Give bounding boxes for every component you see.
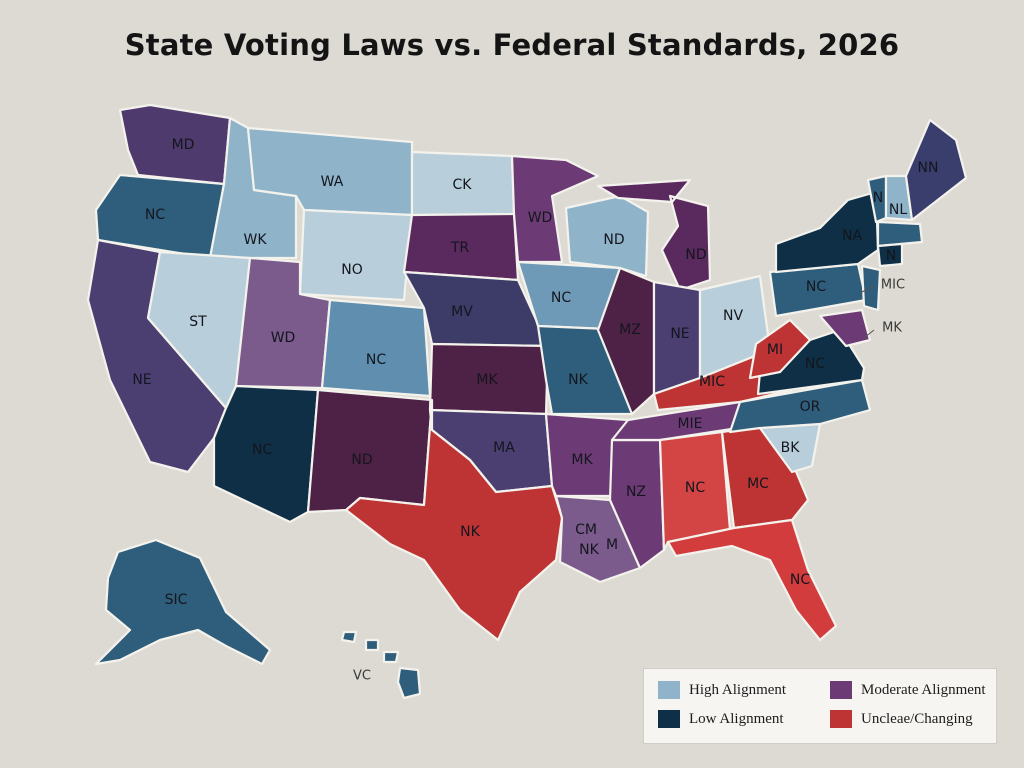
state-label-mn: WD xyxy=(528,210,553,226)
state-wy[interactable] xyxy=(298,208,414,302)
state-label-in: NE xyxy=(670,326,689,342)
state-label-tx: NK xyxy=(460,524,480,540)
state-il[interactable] xyxy=(596,266,656,416)
legend-label-low: Low Alignment xyxy=(689,710,784,727)
state-label-il: MZ xyxy=(619,322,641,338)
legend-swatch-high xyxy=(658,681,680,699)
state-wv[interactable] xyxy=(748,318,812,380)
state-label-nv: ST xyxy=(189,314,207,330)
legend-item-unclear: Uncleae/Changing xyxy=(830,710,973,728)
legend-label-moderate: Moderate Alignment xyxy=(861,681,986,698)
state-co[interactable] xyxy=(320,298,432,398)
legend-label-high: High Alignment xyxy=(689,681,787,698)
state-label-sd: TR xyxy=(450,240,470,256)
legend-swatch-unclear xyxy=(830,710,852,728)
state-label-ak: SIC xyxy=(165,592,188,608)
legend-swatch-moderate xyxy=(830,681,852,699)
state-me[interactable] xyxy=(904,118,968,222)
state-label-mo: NK xyxy=(568,372,588,388)
state-label-nd: CK xyxy=(453,177,473,193)
map-title: State Voting Laws vs. Federal Standards,… xyxy=(124,28,900,62)
state-nj[interactable] xyxy=(860,264,882,312)
state-label-wi: ND xyxy=(603,232,624,248)
state-label-ny: NA xyxy=(842,228,862,244)
state-label-vt: N xyxy=(873,190,883,206)
state-md[interactable] xyxy=(818,308,872,348)
state-label-va: NC xyxy=(805,356,825,372)
state-label-pa: NC xyxy=(806,279,826,295)
state-label-mt: WA xyxy=(321,174,344,190)
outside-label-vc-hi: VC xyxy=(353,669,371,684)
state-fl[interactable] xyxy=(666,518,838,642)
state-label-fl: NC xyxy=(790,572,810,588)
state-label-ga: MC xyxy=(747,476,769,492)
legend: High Alignment Moderate Alignment Low Al… xyxy=(643,668,997,744)
state-label-wy: NO xyxy=(341,262,363,278)
state-label-ky: MIC xyxy=(699,374,725,390)
state-label-sc: BK xyxy=(781,440,801,456)
state-label-nm: ND xyxy=(351,452,372,468)
state-label-mi: ND xyxy=(685,247,706,263)
state-label-oh: NV xyxy=(723,308,743,324)
state-label-ia: NC xyxy=(551,290,571,306)
outside-label-nk-la: NK xyxy=(579,542,599,558)
outside-label-mic-ne: MIC xyxy=(881,278,905,293)
state-label-me: NN xyxy=(918,160,939,176)
state-label-ut: WD xyxy=(271,330,296,346)
legend-item-low: Low Alignment xyxy=(658,710,784,728)
state-ar[interactable] xyxy=(544,412,630,498)
state-label-la: CM xyxy=(575,522,597,538)
state-or[interactable] xyxy=(94,173,226,260)
legend-swatch-low xyxy=(658,710,680,728)
outside-label-m-la: M xyxy=(606,537,618,553)
state-label-ct: N xyxy=(886,248,896,264)
state-label-ar: MK xyxy=(571,452,593,468)
legend-item-high: High Alignment xyxy=(658,681,786,699)
state-label-ms: NZ xyxy=(626,484,646,500)
states-layer xyxy=(86,103,968,700)
state-ny[interactable] xyxy=(774,190,880,274)
outside-label-mk-ne: MK xyxy=(882,321,902,336)
state-ma[interactable] xyxy=(876,220,924,248)
state-label-ca: NE xyxy=(132,372,151,388)
state-ak[interactable] xyxy=(94,538,272,666)
state-nm[interactable] xyxy=(306,388,434,514)
state-label-nh: NL xyxy=(889,202,907,218)
state-label-co: NC xyxy=(366,352,386,368)
state-ct[interactable] xyxy=(876,242,904,268)
state-label-or: NC xyxy=(145,207,165,223)
state-label-ne: MV xyxy=(451,304,473,320)
state-label-wv: MI xyxy=(767,342,783,358)
legend-label-unclear: Uncleae/Changing xyxy=(861,710,973,727)
legend-item-moderate: Moderate Alignment xyxy=(830,681,986,699)
state-label-tn: MIE xyxy=(677,416,702,432)
state-label-wa: MD xyxy=(172,137,195,153)
state-mn[interactable] xyxy=(510,154,600,264)
state-label-ks: MK xyxy=(476,372,498,388)
outside-labels-layer: MIC MK NK M VC xyxy=(353,278,905,684)
state-hi[interactable] xyxy=(340,630,422,700)
state-labels-layer: MD NC NE WK ST WA NO WD NC NC ND CK TR MV MK MA NK WD NC NK… xyxy=(132,137,938,608)
state-label-az: NC xyxy=(252,442,272,458)
state-label-ok: MA xyxy=(493,440,515,456)
state-label-nc: OR xyxy=(800,399,821,415)
state-label-id: WK xyxy=(243,232,267,248)
state-tx[interactable] xyxy=(344,398,564,642)
state-label-al: NC xyxy=(685,480,705,496)
